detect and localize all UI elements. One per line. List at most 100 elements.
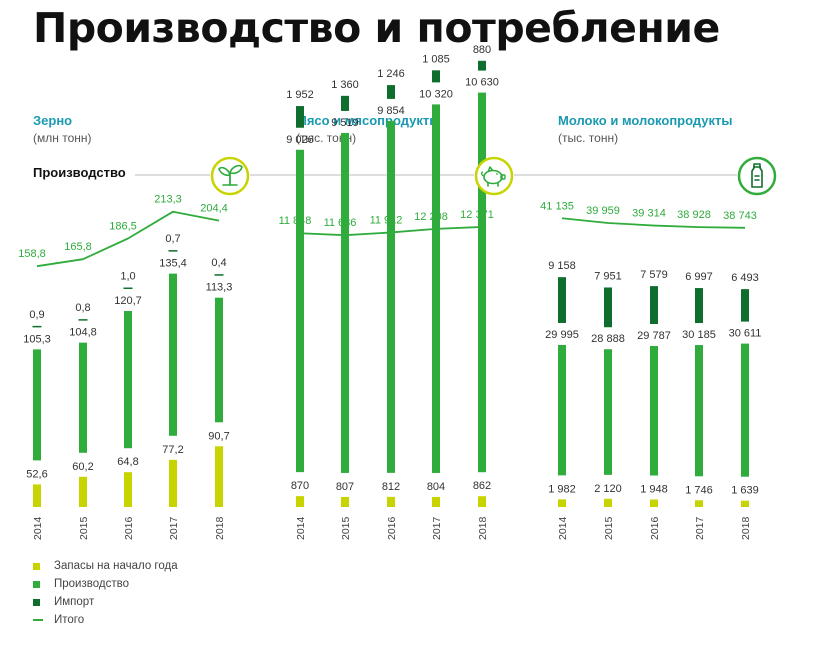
meat-label-stock-2016: 812 bbox=[382, 481, 400, 493]
meat-label-total-2017: 12 208 bbox=[414, 211, 448, 223]
milk-bar-stock-2015 bbox=[604, 498, 612, 507]
grain-label-stock-2015: 60,2 bbox=[72, 461, 93, 473]
milk-label-stock-2015: 2 120 bbox=[594, 483, 622, 495]
meat-label-stock-2014: 870 bbox=[291, 480, 309, 492]
meat-label-import-2016: 1 246 bbox=[377, 68, 405, 80]
milk-bar-production-2014 bbox=[558, 344, 566, 476]
meat-bar-stock-2015 bbox=[341, 496, 349, 507]
grain-bar-stock-2018 bbox=[215, 446, 223, 507]
grain-bar-stock-2016 bbox=[124, 472, 132, 507]
milk-tick-2014: 2014 bbox=[557, 516, 569, 540]
meat-tick-2016: 2016 bbox=[386, 516, 398, 540]
milk-tick-2016: 2016 bbox=[649, 516, 661, 540]
legend-swatch-import bbox=[33, 598, 40, 606]
meat-label-stock-2015: 807 bbox=[336, 481, 354, 493]
grain-bar-import-2015 bbox=[78, 319, 88, 321]
grain-label-import-2017: 0,7 bbox=[165, 233, 180, 245]
meat-bar-import-2015 bbox=[341, 95, 349, 111]
milk-bar-stock-2014 bbox=[558, 499, 566, 507]
grain-label-total-2014: 158,8 bbox=[18, 248, 46, 260]
meat-bar-stock-2017 bbox=[432, 496, 440, 507]
meat-tick-2015: 2015 bbox=[340, 516, 352, 540]
milk-tick-2015: 2015 bbox=[603, 516, 615, 540]
milk-tick-2018: 2018 bbox=[740, 516, 752, 540]
milk-label-production-2015: 28 888 bbox=[591, 333, 625, 345]
meat-label-import-2018: 880 bbox=[473, 44, 491, 56]
grain-line-total bbox=[36, 210, 220, 268]
milk-line-total bbox=[561, 217, 746, 229]
grain-bar-import-2017 bbox=[168, 250, 178, 252]
milk-label-import-2014: 9 158 bbox=[548, 260, 576, 272]
milk-bottle-icon bbox=[737, 156, 777, 196]
meat-label-stock-2017: 804 bbox=[427, 481, 445, 493]
meat-bar-import-2018 bbox=[478, 60, 486, 71]
milk-label-import-2017: 6 997 bbox=[685, 271, 713, 283]
milk-label-total-2018: 38 743 bbox=[723, 210, 757, 222]
meat-label-total-2016: 11 912 bbox=[370, 214, 403, 226]
legend-swatch-production bbox=[33, 580, 40, 588]
grain-bar-stock-2015 bbox=[79, 476, 87, 507]
milk-bar-production-2018 bbox=[741, 343, 749, 477]
meat-bar-production-2017 bbox=[432, 104, 440, 473]
milk-label-total-2014: 41 135 bbox=[540, 200, 574, 212]
milk-bar-stock-2018 bbox=[741, 500, 749, 507]
grain-tick-2014: 2014 bbox=[32, 516, 44, 540]
milk-bar-production-2015 bbox=[604, 349, 612, 475]
meat-bar-import-2014 bbox=[296, 106, 304, 128]
grain-label-import-2014: 0,9 bbox=[29, 309, 44, 321]
milk-label-import-2015: 7 951 bbox=[594, 270, 622, 282]
milk-label-total-2016: 39 314 bbox=[632, 208, 666, 220]
legend-label-total: Итого bbox=[54, 614, 85, 626]
meat-label-production-2014: 9 026 bbox=[286, 134, 314, 146]
grain-bar-import-2014 bbox=[32, 325, 42, 328]
meat-label-total-2014: 11 848 bbox=[279, 215, 312, 227]
meat-label-stock-2018: 862 bbox=[473, 480, 491, 492]
meat-label-production-2017: 10 320 bbox=[419, 88, 453, 100]
milk-label-production-2016: 29 787 bbox=[637, 330, 671, 342]
legend-item-stock: Запасы на начало года bbox=[33, 557, 178, 575]
meat-bar-production-2015 bbox=[341, 132, 349, 473]
milk-label-stock-2016: 1 948 bbox=[640, 484, 668, 496]
milk-bar-import-2015 bbox=[604, 287, 612, 328]
grain-label-stock-2017: 77,2 bbox=[162, 444, 183, 456]
page-title: Производство и потребление bbox=[33, 4, 720, 52]
meat-label-total-2018: 12 371 bbox=[460, 209, 494, 221]
meat-label-total-2015: 11 686 bbox=[324, 217, 357, 229]
meat-line-total bbox=[299, 226, 483, 237]
section-title-meat: Мясо и мясопродукты bbox=[296, 113, 441, 128]
grain-label-import-2018: 0,4 bbox=[211, 257, 226, 269]
milk-label-production-2014: 29 995 bbox=[545, 329, 579, 341]
meat-bar-stock-2016 bbox=[387, 496, 395, 507]
grain-label-total-2015: 165,8 bbox=[64, 241, 92, 253]
milk-tick-2017: 2017 bbox=[694, 516, 706, 540]
production-label: Производство bbox=[33, 165, 126, 180]
milk-bar-import-2017 bbox=[695, 288, 703, 324]
meat-label-import-2017: 1 085 bbox=[422, 53, 450, 65]
section-title-milk: Молоко и молокопродукты bbox=[558, 113, 733, 128]
legend-item-import: Импорт bbox=[33, 593, 178, 611]
legend-label-stock: Запасы на начало года bbox=[54, 560, 178, 572]
section-unit-milk: (тыс. тонн) bbox=[558, 131, 619, 145]
milk-label-production-2018: 30 611 bbox=[729, 328, 762, 340]
grain-bar-production-2014 bbox=[33, 349, 41, 461]
meat-tick-2014: 2014 bbox=[295, 516, 307, 540]
grain-tick-2015: 2015 bbox=[78, 516, 90, 540]
grain-bar-production-2017 bbox=[169, 273, 177, 436]
section-unit-grain: (млн тонн) bbox=[33, 131, 92, 145]
grain-label-production-2016: 120,7 bbox=[114, 295, 142, 307]
grain-label-import-2016: 1,0 bbox=[120, 271, 135, 283]
meat-label-import-2015: 1 360 bbox=[331, 79, 359, 91]
grain-label-stock-2016: 64,8 bbox=[117, 456, 138, 468]
grain-tick-2017: 2017 bbox=[168, 516, 180, 540]
meat-bar-production-2016 bbox=[387, 120, 395, 473]
grain-label-import-2015: 0,8 bbox=[75, 302, 90, 314]
milk-bar-stock-2016 bbox=[650, 499, 658, 507]
milk-label-stock-2014: 1 982 bbox=[548, 483, 576, 495]
milk-bar-stock-2017 bbox=[695, 500, 703, 507]
legend-item-total: Итого bbox=[33, 611, 178, 629]
grain-label-total-2018: 204,4 bbox=[200, 203, 228, 215]
grain-label-production-2017: 135,4 bbox=[159, 258, 187, 270]
sprout-icon bbox=[210, 156, 250, 196]
legend: Запасы на начало года Производство Импор… bbox=[33, 557, 178, 629]
